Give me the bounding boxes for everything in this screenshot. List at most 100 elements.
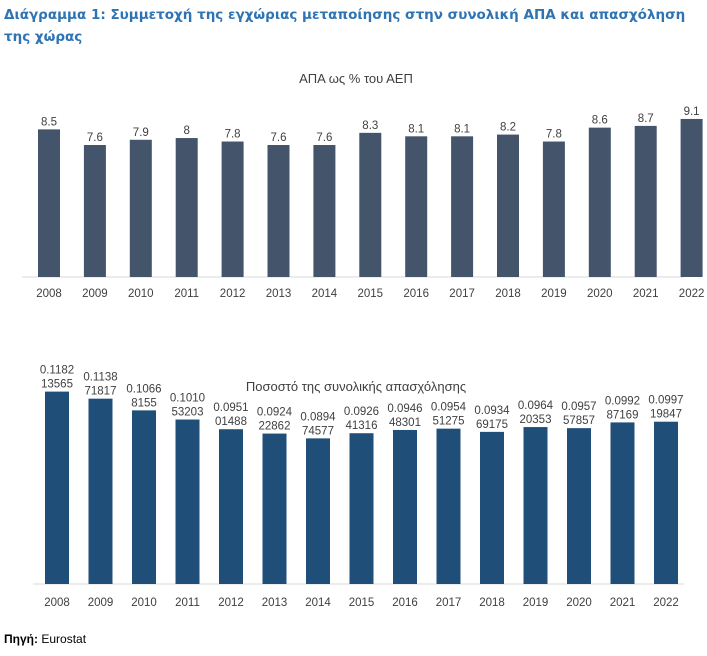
bar-2014 [313,145,336,277]
bar-2020 [567,428,591,584]
bar-2016 [405,136,428,277]
data-label: 8.1 [454,123,470,135]
data-label: 0.1010 [170,393,205,405]
x-tick-label: 2016 [403,288,429,300]
x-tick-label: 2022 [653,597,679,609]
data-label: 19847 [650,409,682,421]
data-label: 22862 [259,421,291,433]
data-label: 0.1138 [83,372,117,384]
data-label: 01488 [215,416,247,428]
page-title: Διάγραμμα 1: Συμμετοχή της εγχώριας μετα… [4,7,686,45]
data-label: 0.1066 [126,383,161,395]
chart-title: ΑΠΑ ως % του ΑΕΠ [299,71,413,86]
chart-title: Ποσοστό της συνολικής απασχόλησης [246,379,466,394]
data-label: 87169 [607,409,639,421]
x-tick-label: 2009 [82,288,108,300]
data-label: 0.0997 [648,395,683,407]
bar-2018 [497,134,519,277]
x-tick-label: 2019 [523,597,549,609]
bar-2010 [132,410,156,584]
bar-2020 [588,127,611,277]
x-tick-label: 2019 [541,288,567,300]
x-tick-label: 2009 [88,597,114,609]
bar-2011 [175,138,198,277]
source-value: Eurostat [41,632,87,646]
bar-2008 [45,391,69,584]
x-tick-label: 2012 [220,288,246,300]
data-label: 41316 [346,420,378,432]
data-label: 0.0951 [213,402,248,414]
data-label: 0.0946 [387,403,422,415]
data-label: 7.8 [225,129,241,141]
bar-2022 [680,118,703,277]
x-tick-label: 2008 [36,288,62,300]
data-label: 69175 [476,419,508,431]
bar-2015 [359,132,382,277]
data-label: 7.6 [316,132,332,144]
data-label: 7.8 [546,129,562,141]
bar-2019 [523,427,548,584]
x-tick-label: 2015 [358,288,384,300]
bar-group [38,118,703,277]
bar-2017 [436,428,461,584]
data-label: 0.0992 [605,395,640,407]
x-tick-label: 2011 [175,597,200,609]
data-label: 0.0924 [257,407,293,419]
bar-2018 [480,431,504,584]
bar-2009 [83,145,106,277]
bar-2015 [349,433,374,584]
data-label: 0.0964 [518,400,554,412]
bar-2013 [262,433,287,584]
bar-2016 [393,429,417,584]
bar-2011 [175,419,200,584]
data-label: 0.0926 [344,406,379,418]
data-label: 74577 [302,425,334,437]
data-label: 8.2 [500,122,516,134]
data-label: 8.6 [592,115,608,127]
data-label: 0.0894 [300,411,336,423]
data-label: 0.0954 [431,402,467,414]
data-label: 13565 [41,379,73,391]
x-tick-label: 2010 [128,288,154,300]
x-tick-label: 2015 [349,597,375,609]
gva-share-chart: ΑΠΑ ως % του ΑΕΠ 8.57.6 7.9 8 7.8 7.6 7.68.3 8… [22,71,704,300]
bar-2014 [306,438,330,584]
x-tick-label: 2021 [610,597,636,609]
bar-2019 [542,141,565,277]
bar-2008 [38,129,60,277]
x-tick-label: 2016 [392,597,418,609]
data-label-group: 0.1182 13565 0.1138 71817 0.1066 8155 0.1010 53… [40,365,684,438]
data-label: 0.0957 [561,401,596,413]
source-label: Πηγή: [4,632,38,646]
data-label: 8.5 [41,116,57,128]
x-tick-label: 2020 [566,597,592,609]
x-tick-label: 2008 [44,597,70,609]
x-tick-label: 2011 [174,288,199,300]
x-tick-label: 2017 [436,597,462,609]
data-label: 8155 [131,397,157,409]
bar-2012 [219,429,243,584]
data-label: 48301 [389,417,421,429]
bar-2009 [88,398,113,584]
data-label: 7.9 [133,127,149,139]
x-tick-label: 2014 [312,288,338,300]
data-label: 53203 [172,407,204,419]
x-tick-label: 2018 [479,597,505,609]
x-tick-label: 2013 [266,288,292,300]
x-tick-label: 2020 [587,288,613,300]
data-label: 0.1182 [40,365,74,377]
data-label-group: 8.5 7.6 7.9 8 7.8 7.6 7.6 8.3 8.1 8.1 8.2 7.8 8.6 8.7… [41,106,700,144]
data-label: 57857 [563,415,595,427]
bar-2022 [654,421,678,584]
x-tick-label: 2012 [218,597,244,609]
data-label: 8.7 [638,113,654,125]
x-tick-label: 2014 [305,597,331,609]
data-label: 8.3 [362,120,378,132]
bar-2021 [610,422,635,584]
x-tick-group: 2008 2009 2010 2011 2012 2013 2014 2015 2016 2017… [44,597,679,609]
x-tick-group: 2008 2009 2010 2011 2012 2013 2014 2015 2016 2017… [36,288,704,300]
data-label: 0.0934 [474,405,510,417]
data-label: 51275 [433,416,465,428]
data-label: 7.6 [87,132,103,144]
data-label: 20353 [520,414,552,426]
